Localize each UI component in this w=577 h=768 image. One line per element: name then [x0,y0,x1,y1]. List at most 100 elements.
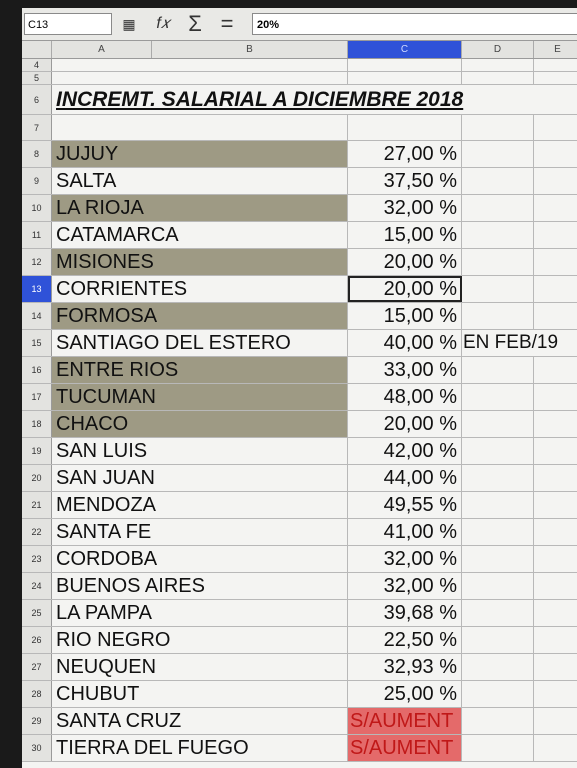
province-cell[interactable]: SANTIAGO DEL ESTERO [52,330,348,356]
empty-cell[interactable] [534,546,577,572]
empty-cell[interactable] [462,600,534,626]
empty-cell[interactable] [462,222,534,248]
empty-cell[interactable] [462,573,534,599]
row-header[interactable]: 14 [22,303,52,329]
row-header[interactable]: 16 [22,357,52,383]
row-header[interactable]: 4 [22,59,52,71]
row-header[interactable]: 24 [22,573,52,599]
empty-cell[interactable] [534,249,577,275]
empty-cell[interactable] [534,168,577,194]
row-header[interactable]: 25 [22,600,52,626]
empty-cell[interactable] [534,141,577,167]
increment-cell[interactable]: 41,00 % [348,519,462,545]
empty-cell[interactable] [534,735,577,761]
row-header[interactable]: 10 [22,195,52,221]
row-header[interactable]: 30 [22,735,52,761]
province-cell[interactable]: LA PAMPA [52,600,348,626]
province-cell[interactable]: MENDOZA [52,492,348,518]
empty-cell[interactable] [534,681,577,707]
province-cell[interactable]: RIO NEGRO [52,627,348,653]
empty-cell[interactable] [462,708,534,734]
increment-cell[interactable]: 27,00 % [348,141,462,167]
increment-cell[interactable]: 32,00 % [348,195,462,221]
empty-cell[interactable] [534,411,577,437]
empty-cell[interactable] [534,492,577,518]
province-cell[interactable]: CHACO [52,411,348,437]
empty-cell[interactable] [462,411,534,437]
row-header[interactable]: 13 [22,276,52,302]
province-cell[interactable]: CHUBUT [52,681,348,707]
increment-cell[interactable]: 25,00 % [348,681,462,707]
increment-cell[interactable]: S/AUMENT [348,708,462,734]
increment-cell[interactable]: 32,00 % [348,573,462,599]
empty-cell[interactable] [534,195,577,221]
empty-cell[interactable] [462,465,534,491]
empty-cell[interactable] [534,72,577,84]
row-header[interactable]: 20 [22,465,52,491]
empty-cell[interactable] [462,357,534,383]
column-header-a[interactable]: A [52,41,152,58]
province-cell[interactable]: LA RIOJA [52,195,348,221]
increment-cell[interactable]: 33,00 % [348,357,462,383]
row-header[interactable]: 7 [22,115,52,140]
empty-cell[interactable] [462,519,534,545]
empty-cell[interactable] [462,654,534,680]
empty-cell[interactable] [462,115,534,140]
province-cell[interactable]: SAN JUAN [52,465,348,491]
row-header[interactable]: 5 [22,72,52,84]
province-cell[interactable]: JUJUY [52,141,348,167]
province-cell[interactable]: BUENOS AIRES [52,573,348,599]
empty-cell[interactable] [534,573,577,599]
row-header[interactable]: 29 [22,708,52,734]
empty-cell[interactable] [534,222,577,248]
note-cell[interactable]: EN FEB/19 [462,330,577,356]
empty-cell[interactable] [462,59,534,71]
sheet-title[interactable]: INCREMT. SALARIAL A DICIEMBRE 2018 [52,85,577,114]
column-header-c[interactable]: C [348,41,462,58]
province-cell[interactable]: SANTA CRUZ [52,708,348,734]
increment-cell[interactable]: S/AUMENT [348,735,462,761]
increment-cell[interactable]: 44,00 % [348,465,462,491]
increment-cell[interactable]: 15,00 % [348,303,462,329]
empty-cell[interactable] [534,519,577,545]
empty-cell[interactable] [534,357,577,383]
row-header[interactable]: 28 [22,681,52,707]
empty-cell[interactable] [462,735,534,761]
empty-cell[interactable] [462,303,534,329]
formula-input[interactable]: 20% [252,13,577,35]
province-cell[interactable]: ENTRE RIOS [52,357,348,383]
row-header[interactable]: 11 [22,222,52,248]
empty-cell[interactable] [534,600,577,626]
increment-cell[interactable]: 20,00 % [348,249,462,275]
row-header[interactable]: 18 [22,411,52,437]
empty-cell[interactable] [462,141,534,167]
sum-icon[interactable]: Σ [188,11,202,36]
empty-cell[interactable] [462,168,534,194]
empty-cell[interactable] [52,59,348,71]
empty-cell[interactable] [348,115,462,140]
empty-cell[interactable] [534,465,577,491]
empty-cell[interactable] [534,438,577,464]
increment-cell[interactable]: 22,50 % [348,627,462,653]
increment-cell[interactable]: 32,00 % [348,546,462,572]
empty-cell[interactable] [462,681,534,707]
empty-cell[interactable] [534,115,577,140]
row-header[interactable]: 17 [22,384,52,410]
row-header[interactable]: 22 [22,519,52,545]
empty-cell[interactable] [462,249,534,275]
empty-cell[interactable] [462,72,534,84]
increment-cell[interactable]: 48,00 % [348,384,462,410]
equals-icon[interactable]: = [220,11,234,36]
increment-cell[interactable]: 40,00 % [348,330,462,356]
empty-cell[interactable] [534,384,577,410]
row-header[interactable]: 19 [22,438,52,464]
province-cell[interactable]: FORMOSA [52,303,348,329]
increment-cell[interactable]: 49,55 % [348,492,462,518]
empty-cell[interactable] [348,72,462,84]
province-cell[interactable]: NEUQUEN [52,654,348,680]
province-cell[interactable]: MISIONES [52,249,348,275]
increment-cell[interactable]: 32,93 % [348,654,462,680]
empty-cell[interactable] [534,654,577,680]
empty-cell[interactable] [348,59,462,71]
empty-cell[interactable] [52,115,348,140]
